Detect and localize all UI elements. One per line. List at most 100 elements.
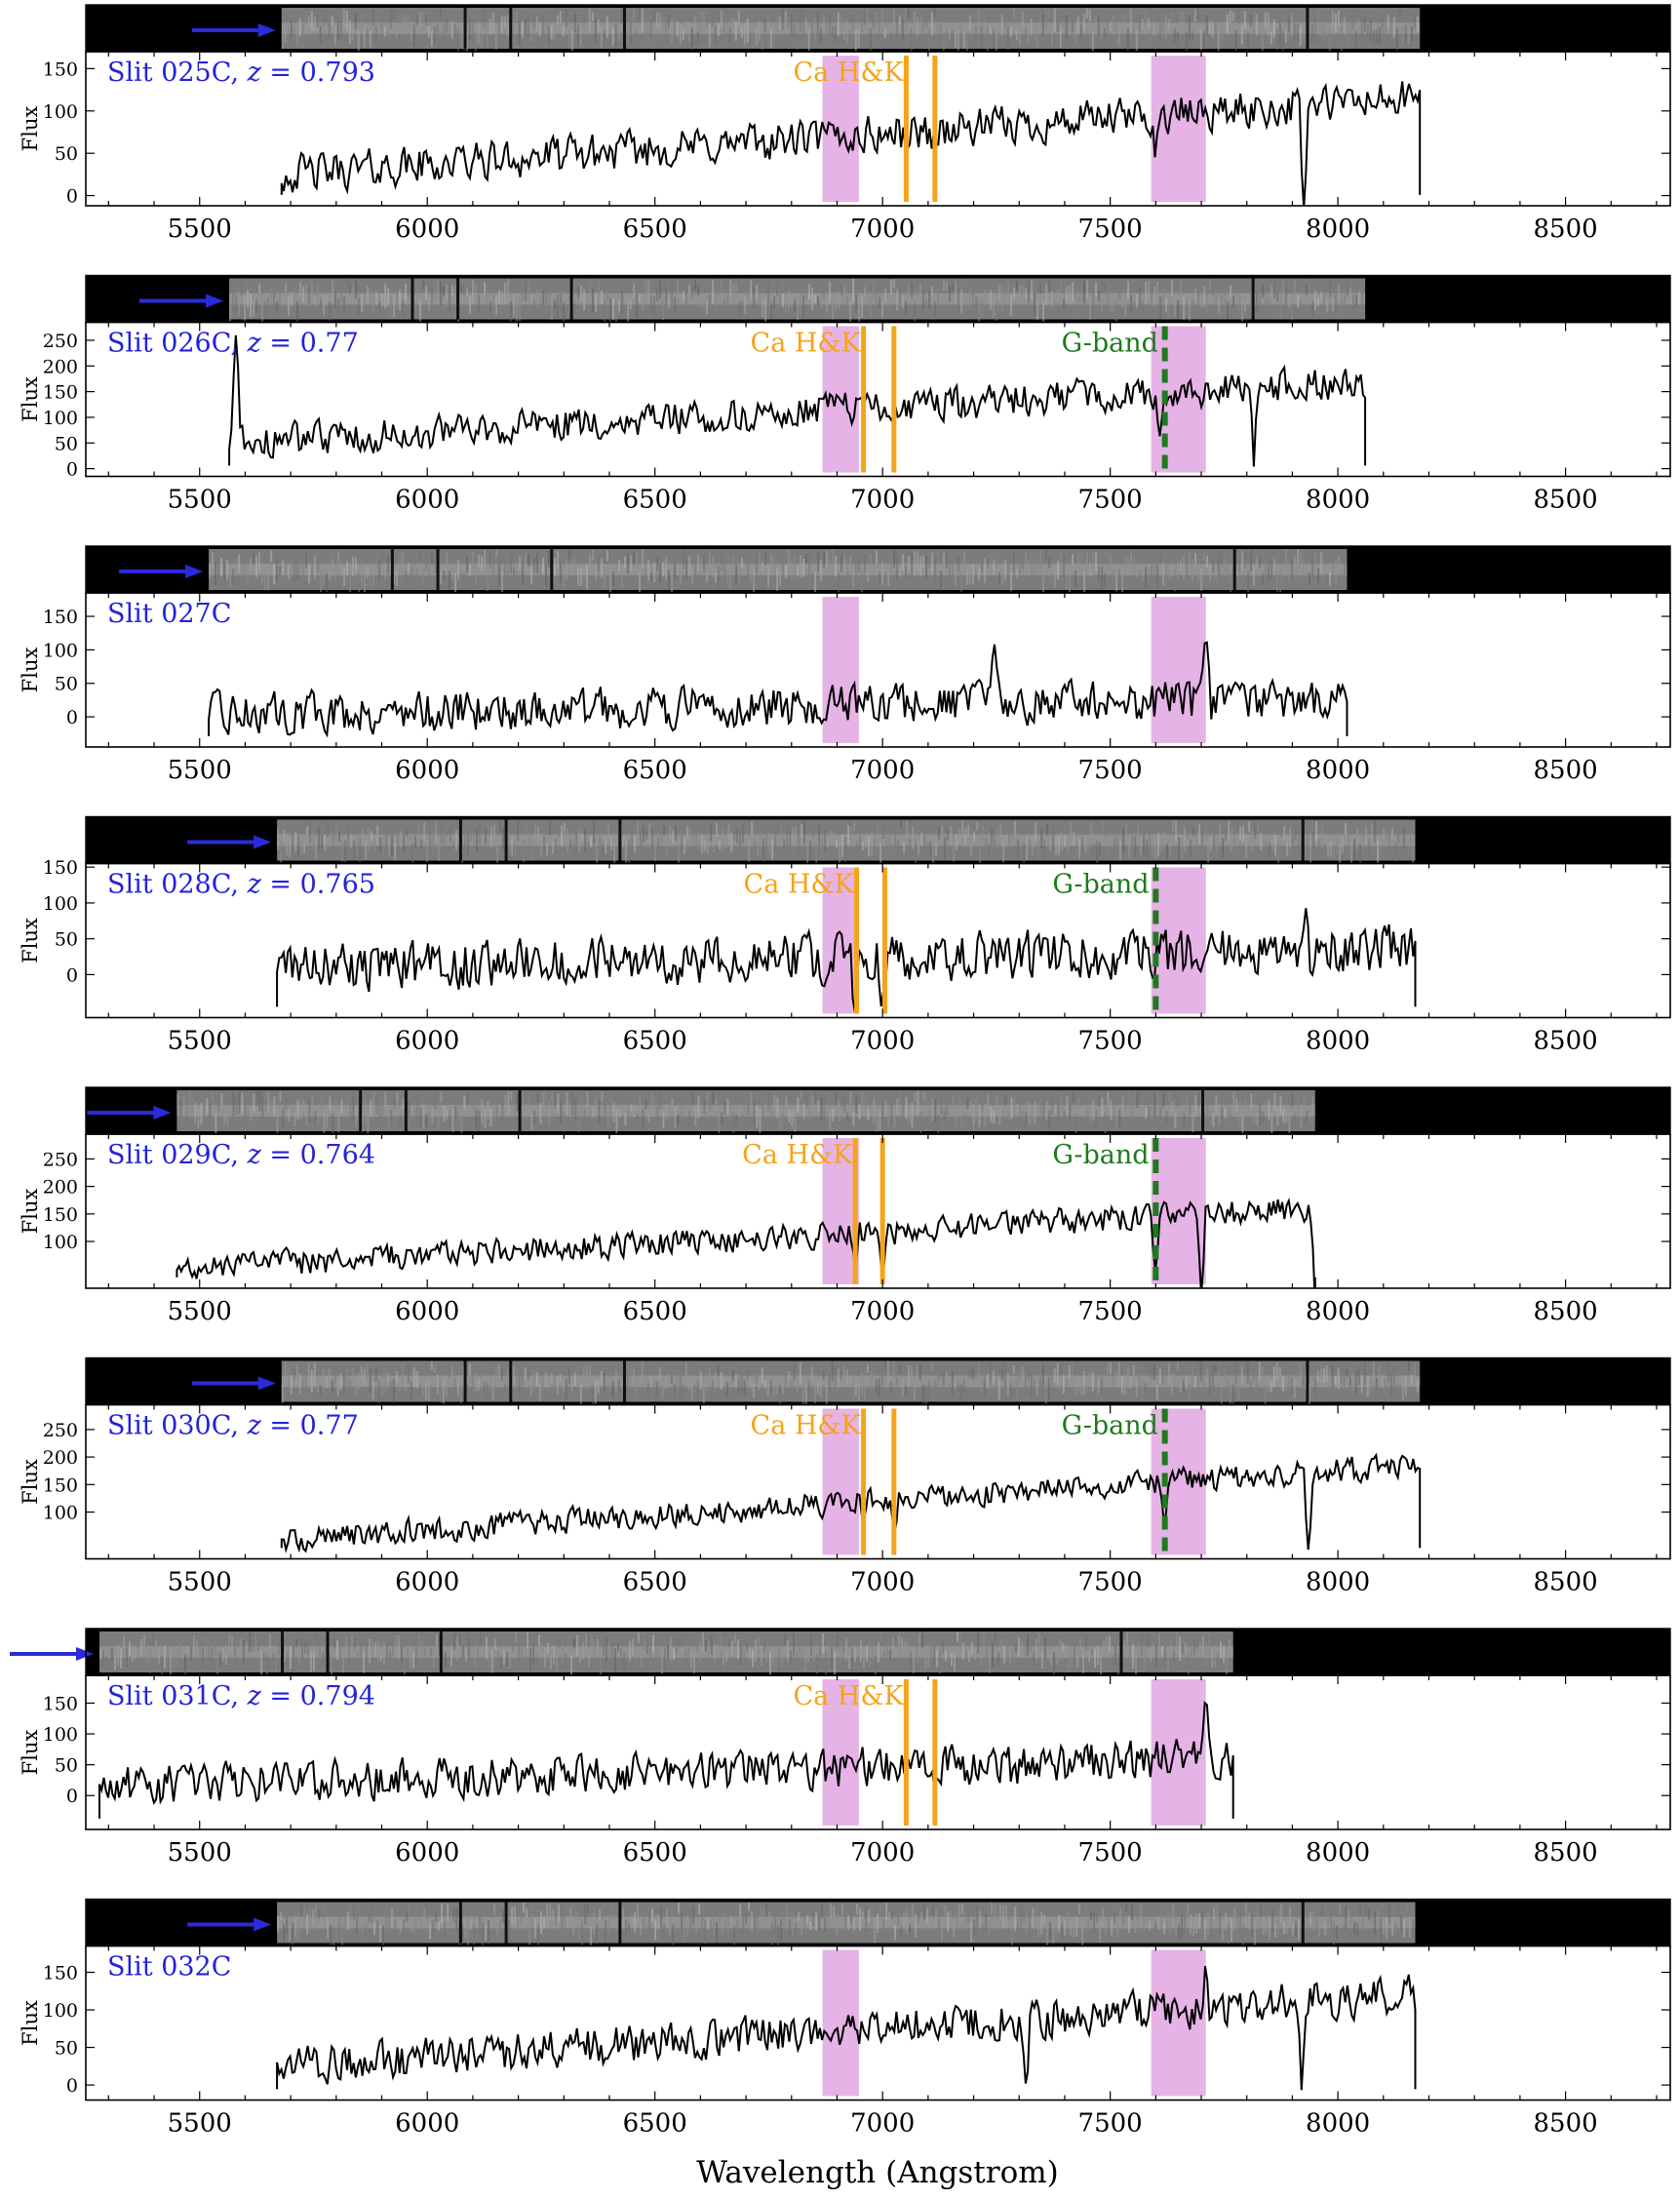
strip-pixel — [554, 299, 557, 309]
strip-pixel — [487, 290, 489, 305]
strip-pixel — [724, 835, 727, 848]
strip-pixel — [326, 572, 329, 595]
strip-pixel — [886, 1360, 889, 1384]
strip-pixel — [1015, 1377, 1018, 1401]
strip-pixel — [563, 572, 566, 587]
strip-pixel — [752, 1649, 755, 1668]
strip-pixel — [1062, 1642, 1065, 1652]
strip-pixel — [790, 1379, 793, 1400]
strip-pixel — [876, 550, 879, 565]
strip-pixel — [1358, 291, 1361, 305]
strip-pixel — [750, 280, 753, 299]
strip-pixel — [447, 1903, 449, 1921]
strip-pixel — [598, 1099, 601, 1123]
strip-pixel — [767, 565, 770, 587]
strip-pixel — [901, 20, 904, 40]
strip-pixel — [1318, 839, 1321, 853]
x-tick-label: 8500 — [1534, 486, 1598, 515]
strip-pixel — [1060, 1092, 1063, 1118]
strip-pixel — [1251, 1913, 1254, 1937]
strip-pixel — [673, 1648, 676, 1661]
strip-pixel — [644, 1631, 646, 1652]
strip-pixel — [905, 1096, 908, 1120]
strip-pixel — [1362, 1907, 1365, 1929]
strip-pixel — [912, 1904, 915, 1921]
strip-pixel — [794, 1110, 797, 1132]
strip-pixel — [999, 1904, 1002, 1918]
slit-label: Slit 030C, z = 0.77 — [107, 1411, 359, 1441]
strip-pixel — [427, 1377, 430, 1401]
strip-pixel — [927, 1381, 930, 1398]
strip-pixel — [364, 291, 367, 306]
strip-pixel — [583, 1109, 586, 1131]
strip-pixel — [642, 549, 645, 570]
strip-pixel — [1160, 1913, 1163, 1930]
strip-pixel — [744, 295, 747, 314]
strip-pixel — [895, 1647, 898, 1657]
strip-pixel — [492, 1112, 495, 1123]
strip-pixel — [698, 839, 701, 851]
strip-pixel — [477, 1643, 480, 1669]
strip-pixel — [664, 1378, 667, 1390]
strip-pixel — [395, 1634, 398, 1659]
strip-pixel — [936, 1649, 939, 1668]
strip-pixel — [769, 29, 772, 49]
strip-pixel — [1050, 1362, 1053, 1388]
strip-pixel — [394, 1921, 397, 1941]
strip-pixel — [401, 1363, 404, 1382]
strip-pixel — [668, 569, 671, 589]
spectrum-panel-028C: 5500 6000 6500 7000 7500 8000 8500050100150Flu… — [19, 815, 1671, 1056]
strip-pixel — [572, 842, 575, 857]
strip-pixel — [658, 1367, 661, 1381]
strip-pixel — [1055, 1919, 1058, 1935]
strip-pixel — [943, 553, 946, 564]
strip-pixel — [1162, 562, 1165, 586]
strip-pixel — [756, 285, 759, 298]
strip-pixel — [910, 1650, 913, 1672]
strip-pixel — [870, 1106, 873, 1118]
strip-pixel — [741, 558, 744, 569]
strip-pixel — [499, 1919, 502, 1931]
strip-pixel — [803, 1915, 806, 1930]
strip-pixel — [784, 11, 787, 22]
strip-pixel — [540, 1910, 543, 1935]
strip-pixel — [1287, 17, 1290, 33]
strip-pixel — [1226, 14, 1229, 34]
strip-pixel — [703, 300, 706, 312]
strip-pixel — [1082, 1371, 1085, 1395]
strip-pixel — [1121, 570, 1124, 593]
strip-pixel — [933, 8, 936, 18]
strip-pixel — [881, 561, 884, 585]
strip-pixel — [766, 17, 769, 27]
strip-pixel — [1001, 285, 1004, 310]
strip-pixel — [534, 1918, 537, 1939]
strip-pixel — [913, 1381, 916, 1400]
strip-pixel — [1266, 841, 1269, 853]
strip-gap — [1201, 1090, 1205, 1131]
strip-pixel — [790, 1650, 793, 1665]
strip-pixel — [617, 27, 620, 42]
strip-pixel — [734, 1374, 737, 1389]
strip-pixel — [898, 16, 901, 25]
strip-pixel — [1107, 550, 1110, 570]
strip-pixel — [1229, 1639, 1231, 1649]
strip-pixel — [414, 835, 417, 848]
strip-pixel — [918, 18, 921, 28]
strip-pixel — [573, 1372, 576, 1386]
strip-pixel — [340, 1099, 343, 1113]
strip-pixel — [433, 1364, 436, 1373]
strip-pixel — [446, 284, 449, 302]
strip-pixel — [1152, 1909, 1154, 1920]
strip-pixel — [1189, 298, 1192, 321]
strip-pixel — [733, 831, 736, 842]
strip-pixel — [1378, 26, 1381, 45]
strip-pixel — [1225, 829, 1228, 842]
strip-pixel — [1319, 1368, 1322, 1385]
strip-pixel — [1110, 1100, 1113, 1120]
x-tick-label: 7500 — [1078, 215, 1143, 244]
strip-pixel — [1101, 1098, 1104, 1118]
strip-pixel — [858, 1104, 861, 1120]
strip-pixel — [608, 11, 611, 21]
y-axis-label: Flux — [19, 376, 42, 422]
strip-pixel — [713, 838, 716, 853]
